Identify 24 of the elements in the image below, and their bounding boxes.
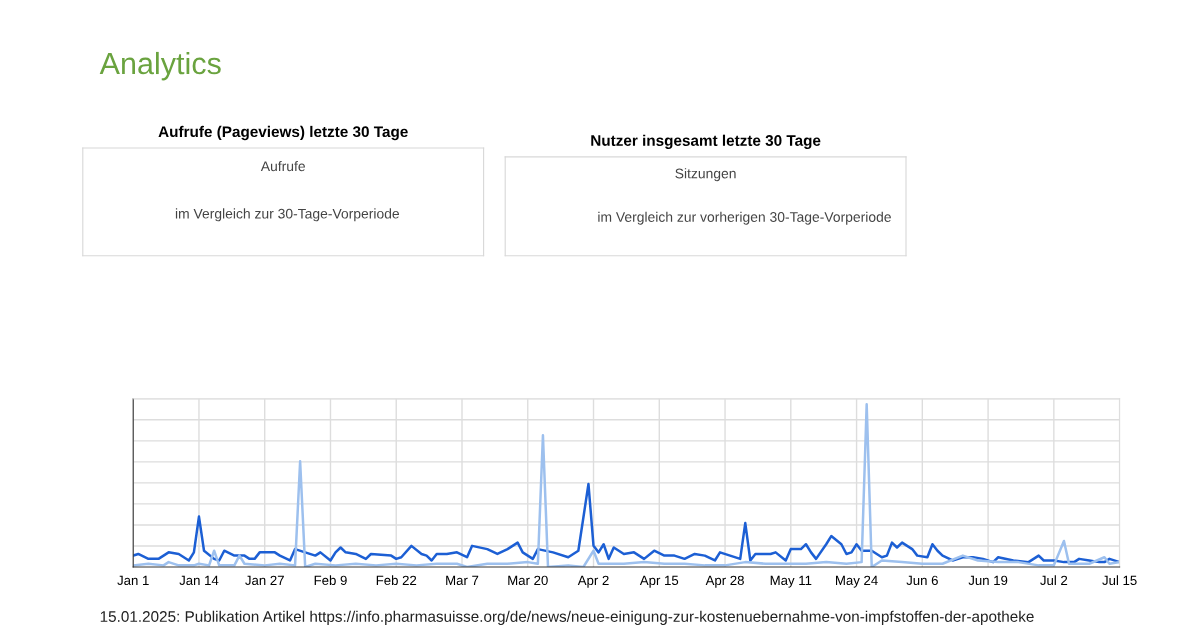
x-tick-label: Jun 19 xyxy=(968,575,1008,586)
x-tick-label: Jun 6 xyxy=(906,575,938,586)
x-tick-label: Jan 14 xyxy=(179,575,219,586)
x-tick-label: Jan 27 xyxy=(245,575,284,586)
text: 15.01.2025: Publikation Artikel https://info.pharmasuisse.org/de/news/neue-einigung-zur-kostenuebernahme-von-impfstoffen-der-apotheke xyxy=(100,610,1034,625)
text: Nutzer insgesamt letzte 30 Tage xyxy=(591,134,821,149)
x-tick-label: Jul 2 xyxy=(1040,575,1068,586)
x-tick-label: Feb 9 xyxy=(314,575,347,586)
x-tick-label: Feb 22 xyxy=(376,575,417,586)
text: Aufrufe (Pageviews) letzte 30 Tage xyxy=(158,125,408,141)
x-tick-label: May 11 xyxy=(770,575,812,588)
text: Aufrufe xyxy=(260,160,305,172)
x-tick-label: May 24 xyxy=(836,575,878,588)
text: Analytics xyxy=(99,51,221,81)
text: im Vergleich zur vorherigen 30-Tage-Vorperiode xyxy=(598,211,891,225)
text: Sitzungen xyxy=(675,168,736,182)
x-tick-label: Apr 28 xyxy=(705,575,744,588)
x-tick-label: Apr 15 xyxy=(639,575,679,588)
x-tick-label: Jul 15 xyxy=(1102,575,1137,586)
x-tick-label: Mar 20 xyxy=(508,575,548,586)
text: im Vergleich zur 30-Tage-Vorperiode xyxy=(175,208,400,222)
x-tick-label: Apr 2 xyxy=(577,575,609,588)
x-tick-label: Mar 7 xyxy=(446,575,479,586)
x-tick-label: Jan 1 xyxy=(117,575,149,586)
